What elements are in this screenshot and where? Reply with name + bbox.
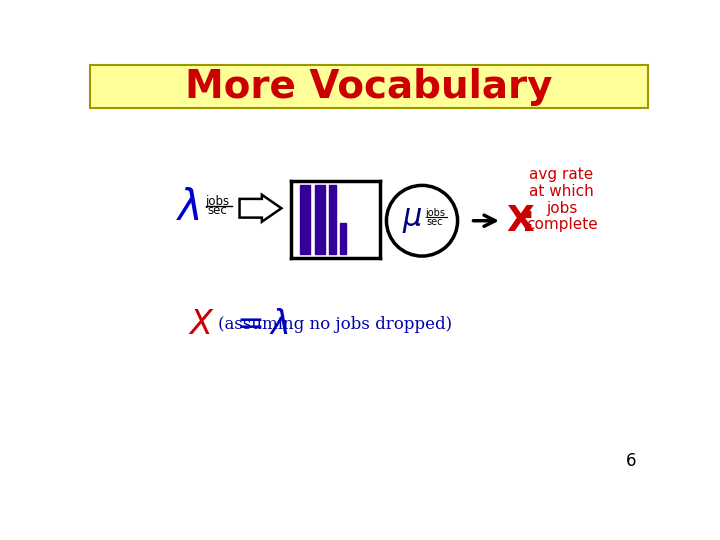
- Text: sec: sec: [426, 217, 443, 227]
- Text: avg rate: avg rate: [529, 167, 593, 183]
- Bar: [315, 185, 325, 254]
- Text: $X$: $X$: [188, 308, 215, 341]
- Text: jobs: jobs: [425, 208, 445, 218]
- Text: More Vocabulary: More Vocabulary: [185, 68, 553, 106]
- Text: at which: at which: [529, 184, 594, 199]
- Bar: [300, 185, 310, 254]
- Text: $\lambda$: $\lambda$: [176, 187, 199, 230]
- Text: jobs: jobs: [546, 201, 577, 216]
- FancyBboxPatch shape: [90, 65, 648, 109]
- Text: :: :: [521, 204, 536, 238]
- Text: jobs: jobs: [205, 195, 229, 208]
- Bar: [340, 223, 346, 254]
- Bar: [329, 185, 336, 254]
- Text: sec: sec: [207, 204, 227, 217]
- Text: $\mathbf{X}$: $\mathbf{X}$: [505, 204, 535, 238]
- Text: complete: complete: [526, 218, 598, 232]
- Text: (assuming no jobs dropped): (assuming no jobs dropped): [218, 316, 453, 333]
- Text: 6: 6: [626, 452, 637, 470]
- Ellipse shape: [387, 185, 458, 256]
- Text: $\mu$: $\mu$: [402, 204, 423, 235]
- FancyArrow shape: [240, 195, 282, 222]
- Text: $= \lambda$: $= \lambda$: [230, 309, 289, 341]
